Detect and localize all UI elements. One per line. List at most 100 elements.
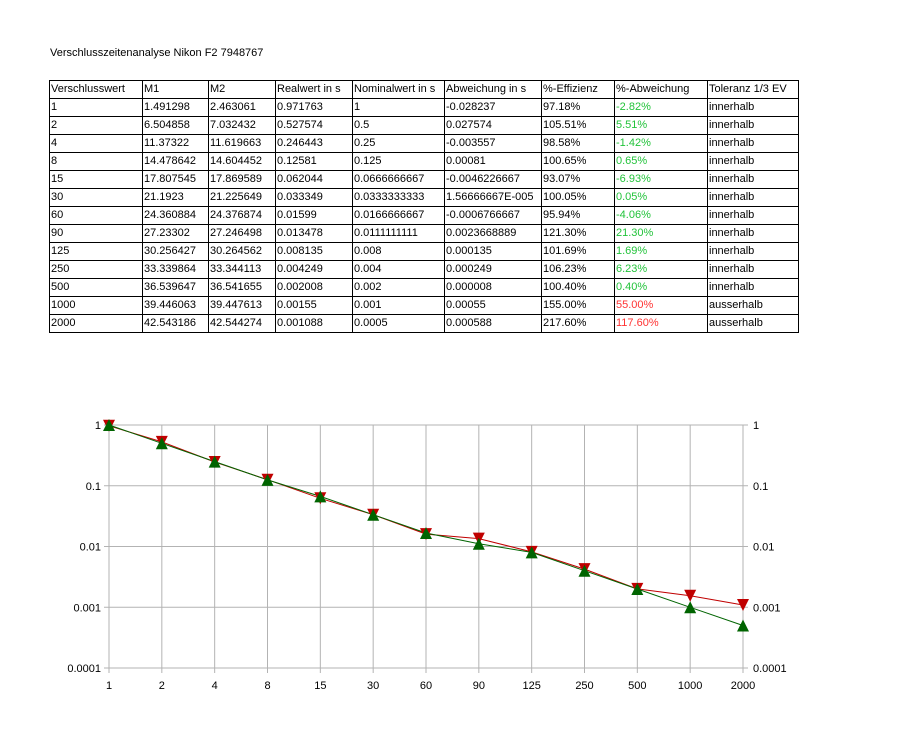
- table-cell[interactable]: 0.008: [352, 242, 445, 261]
- table-cell[interactable]: 30.256427: [142, 242, 209, 261]
- table-cell[interactable]: 30.264562: [208, 242, 276, 261]
- table-cell[interactable]: -0.0046226667: [444, 170, 542, 189]
- table-cell[interactable]: innerhalb: [707, 116, 799, 135]
- table-cell[interactable]: ausserhalb: [707, 314, 799, 333]
- table-cell[interactable]: 27.246498: [208, 224, 276, 243]
- table-cell[interactable]: 0.0333333333: [352, 188, 445, 207]
- table-cell[interactable]: 6.504858: [142, 116, 209, 135]
- table-cell[interactable]: 2: [49, 116, 143, 135]
- table-cell[interactable]: 60: [49, 206, 143, 225]
- table-cell[interactable]: 30: [49, 188, 143, 207]
- deviation-cell[interactable]: 21.30%: [614, 224, 708, 243]
- table-cell[interactable]: 0.062044: [275, 170, 353, 189]
- table-cell[interactable]: 14.604452: [208, 152, 276, 171]
- table-cell[interactable]: 97.18%: [541, 98, 615, 117]
- table-cell[interactable]: 100.05%: [541, 188, 615, 207]
- table-cell[interactable]: 33.339864: [142, 260, 209, 279]
- table-cell[interactable]: innerhalb: [707, 242, 799, 261]
- table-cell[interactable]: 0.001088: [275, 314, 353, 333]
- table-cell[interactable]: 14.478642: [142, 152, 209, 171]
- table-cell[interactable]: 42.543186: [142, 314, 209, 333]
- deviation-cell[interactable]: -2.82%: [614, 98, 708, 117]
- table-cell[interactable]: 500: [49, 278, 143, 297]
- table-cell[interactable]: 24.360884: [142, 206, 209, 225]
- header-cell[interactable]: Toleranz 1/3 EV: [707, 80, 799, 99]
- table-cell[interactable]: 0.002008: [275, 278, 353, 297]
- table-cell[interactable]: 0.527574: [275, 116, 353, 135]
- table-cell[interactable]: 0.000249: [444, 260, 542, 279]
- table-cell[interactable]: 100.65%: [541, 152, 615, 171]
- table-cell[interactable]: 0.00081: [444, 152, 542, 171]
- table-cell[interactable]: 0.000008: [444, 278, 542, 297]
- table-cell[interactable]: 95.94%: [541, 206, 615, 225]
- deviation-cell[interactable]: -1.42%: [614, 134, 708, 153]
- deviation-cell[interactable]: 117.60%: [614, 314, 708, 333]
- header-cell[interactable]: M2: [208, 80, 276, 99]
- table-cell[interactable]: 21.1923: [142, 188, 209, 207]
- table-cell[interactable]: -0.028237: [444, 98, 542, 117]
- table-cell[interactable]: innerhalb: [707, 134, 799, 153]
- table-cell[interactable]: 121.30%: [541, 224, 615, 243]
- table-cell[interactable]: 15: [49, 170, 143, 189]
- table-cell[interactable]: 1.56666667E-005: [444, 188, 542, 207]
- table-cell[interactable]: 93.07%: [541, 170, 615, 189]
- table-cell[interactable]: 0.001: [352, 296, 445, 315]
- table-cell[interactable]: 98.58%: [541, 134, 615, 153]
- deviation-cell[interactable]: 6.23%: [614, 260, 708, 279]
- table-cell[interactable]: innerhalb: [707, 98, 799, 117]
- table-cell[interactable]: 0.004: [352, 260, 445, 279]
- table-cell[interactable]: 0.0005: [352, 314, 445, 333]
- table-cell[interactable]: 0.000135: [444, 242, 542, 261]
- table-cell[interactable]: 0.0666666667: [352, 170, 445, 189]
- table-cell[interactable]: 0.0023668889: [444, 224, 542, 243]
- table-cell[interactable]: 0.12581: [275, 152, 353, 171]
- table-cell[interactable]: 17.807545: [142, 170, 209, 189]
- table-cell[interactable]: 2000: [49, 314, 143, 333]
- table-cell[interactable]: 0.0111111111: [352, 224, 445, 243]
- table-cell[interactable]: 42.544274: [208, 314, 276, 333]
- header-cell[interactable]: Nominalwert in s: [352, 80, 445, 99]
- table-cell[interactable]: 0.971763: [275, 98, 353, 117]
- deviation-cell[interactable]: 5.51%: [614, 116, 708, 135]
- table-cell[interactable]: 2.463061: [208, 98, 276, 117]
- table-cell[interactable]: 36.541655: [208, 278, 276, 297]
- table-cell[interactable]: 0.25: [352, 134, 445, 153]
- deviation-cell[interactable]: -4.06%: [614, 206, 708, 225]
- table-cell[interactable]: 100.40%: [541, 278, 615, 297]
- table-cell[interactable]: -0.003557: [444, 134, 542, 153]
- table-cell[interactable]: innerhalb: [707, 278, 799, 297]
- deviation-cell[interactable]: 1.69%: [614, 242, 708, 261]
- table-cell[interactable]: 0.125: [352, 152, 445, 171]
- table-cell[interactable]: 7.032432: [208, 116, 276, 135]
- table-cell[interactable]: 1000: [49, 296, 143, 315]
- table-cell[interactable]: 36.539647: [142, 278, 209, 297]
- table-cell[interactable]: 0.246443: [275, 134, 353, 153]
- table-cell[interactable]: 0.000588: [444, 314, 542, 333]
- table-cell[interactable]: innerhalb: [707, 260, 799, 279]
- table-cell[interactable]: 1: [352, 98, 445, 117]
- table-cell[interactable]: 0.033349: [275, 188, 353, 207]
- table-cell[interactable]: 24.376874: [208, 206, 276, 225]
- table-cell[interactable]: 250: [49, 260, 143, 279]
- table-cell[interactable]: 39.447613: [208, 296, 276, 315]
- table-cell[interactable]: 27.23302: [142, 224, 209, 243]
- deviation-cell[interactable]: 55.00%: [614, 296, 708, 315]
- table-cell[interactable]: 217.60%: [541, 314, 615, 333]
- table-cell[interactable]: 0.0166666667: [352, 206, 445, 225]
- table-cell[interactable]: 105.51%: [541, 116, 615, 135]
- table-cell[interactable]: innerhalb: [707, 152, 799, 171]
- table-cell[interactable]: 33.344113: [208, 260, 276, 279]
- table-cell[interactable]: 11.619663: [208, 134, 276, 153]
- table-cell[interactable]: 0.01599: [275, 206, 353, 225]
- table-cell[interactable]: 1.491298: [142, 98, 209, 117]
- table-cell[interactable]: 0.027574: [444, 116, 542, 135]
- table-cell[interactable]: innerhalb: [707, 206, 799, 225]
- table-cell[interactable]: 0.002: [352, 278, 445, 297]
- deviation-cell[interactable]: -6.93%: [614, 170, 708, 189]
- table-cell[interactable]: -0.0006766667: [444, 206, 542, 225]
- header-cell[interactable]: M1: [142, 80, 209, 99]
- table-cell[interactable]: 0.004249: [275, 260, 353, 279]
- table-cell[interactable]: 106.23%: [541, 260, 615, 279]
- table-cell[interactable]: 0.00055: [444, 296, 542, 315]
- table-cell[interactable]: innerhalb: [707, 224, 799, 243]
